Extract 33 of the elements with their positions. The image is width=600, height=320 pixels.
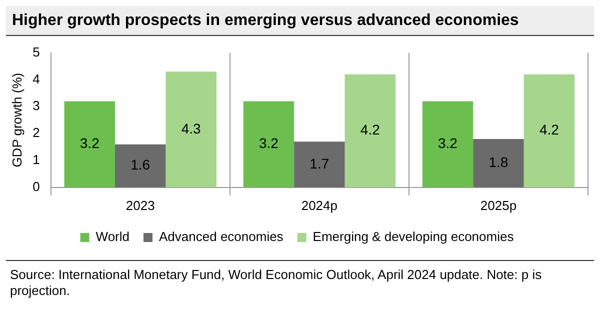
data-label: 4.2: [539, 122, 560, 138]
bar: [243, 101, 294, 188]
bar: [294, 142, 345, 188]
data-label: 3.2: [258, 135, 279, 152]
data-label: 1.7: [310, 155, 330, 172]
data-label: 4.3: [181, 120, 202, 136]
y-tick-label: 5: [32, 44, 40, 60]
data-label: 3.2: [80, 135, 100, 152]
data-label: 3.2: [438, 135, 458, 152]
bar: [114, 144, 166, 188]
y-tick-label: 4: [32, 71, 40, 86]
bar: [422, 101, 474, 188]
bar: [473, 138, 524, 188]
data-label: 1.8: [488, 154, 508, 170]
chart-title: Higher growth prospects in emerging versus advanced economies: [6, 6, 594, 36]
y-tick-label: 1: [32, 152, 40, 168]
y-tick-label: 0: [32, 178, 40, 194]
legend-label: World: [96, 229, 130, 244]
bar: [524, 74, 575, 188]
x-tick-label: 2025p: [480, 198, 517, 213]
data-label: 4.2: [360, 122, 380, 138]
data-label: 1.6: [130, 156, 150, 173]
bar: [64, 101, 115, 188]
source-note: Source: International Monetary Fund, World Economic Outlook, April 2024 update. Note: p is projection.: [10, 267, 543, 299]
bar: [166, 72, 216, 188]
x-tick-label: 2023: [126, 198, 155, 213]
y-tick-label: 2: [32, 125, 40, 140]
y-tick-label: 3: [32, 98, 40, 114]
x-tick-label: 2024p: [301, 198, 338, 213]
legend-label: Advanced economies: [159, 229, 284, 244]
legend-label: Emerging & developing economies: [312, 229, 514, 244]
bar: [344, 74, 396, 188]
y-axis-title: GDP growth (%): [9, 72, 24, 168]
